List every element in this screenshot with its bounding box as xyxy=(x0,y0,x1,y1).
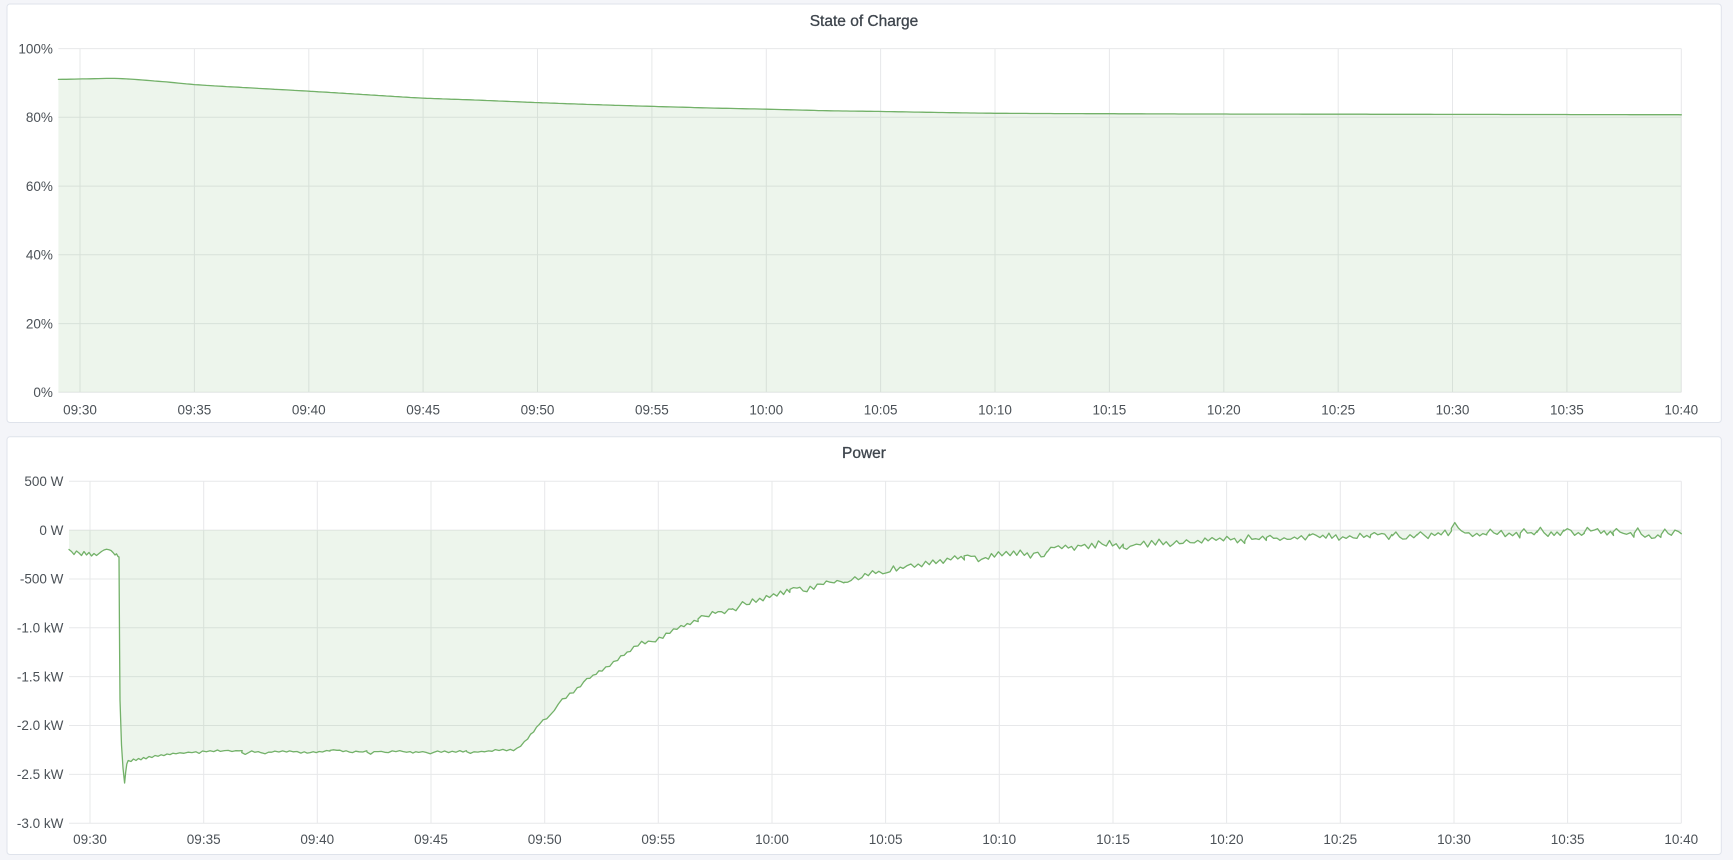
svg-text:09:45: 09:45 xyxy=(414,832,448,847)
svg-text:10:20: 10:20 xyxy=(1207,403,1241,418)
svg-text:40%: 40% xyxy=(26,248,53,263)
svg-text:0 W: 0 W xyxy=(39,523,63,538)
svg-text:09:55: 09:55 xyxy=(635,403,669,418)
svg-text:10:15: 10:15 xyxy=(1096,832,1130,847)
svg-text:10:40: 10:40 xyxy=(1664,403,1698,418)
svg-text:09:35: 09:35 xyxy=(178,403,212,418)
svg-text:10:00: 10:00 xyxy=(749,403,783,418)
svg-text:10:00: 10:00 xyxy=(755,832,789,847)
svg-text:State of Charge: State of Charge xyxy=(810,13,919,30)
svg-text:09:40: 09:40 xyxy=(292,403,326,418)
svg-text:-2.5 kW: -2.5 kW xyxy=(17,767,64,782)
svg-text:09:50: 09:50 xyxy=(521,403,555,418)
svg-text:10:30: 10:30 xyxy=(1436,403,1470,418)
svg-text:Power: Power xyxy=(842,445,886,462)
svg-text:60%: 60% xyxy=(26,179,53,194)
svg-text:-1.0 kW: -1.0 kW xyxy=(17,621,64,636)
svg-text:10:10: 10:10 xyxy=(982,832,1016,847)
svg-text:09:30: 09:30 xyxy=(73,832,107,847)
svg-text:10:40: 10:40 xyxy=(1664,832,1698,847)
svg-text:09:35: 09:35 xyxy=(187,832,221,847)
svg-text:-3.0 kW: -3.0 kW xyxy=(17,816,64,831)
svg-text:09:50: 09:50 xyxy=(528,832,562,847)
svg-text:09:40: 09:40 xyxy=(300,832,334,847)
svg-text:10:05: 10:05 xyxy=(864,403,898,418)
svg-text:09:55: 09:55 xyxy=(641,832,675,847)
svg-text:10:20: 10:20 xyxy=(1210,832,1244,847)
svg-text:100%: 100% xyxy=(18,41,53,56)
svg-text:10:30: 10:30 xyxy=(1437,832,1471,847)
svg-text:09:30: 09:30 xyxy=(63,403,97,418)
svg-text:10:35: 10:35 xyxy=(1551,832,1585,847)
svg-text:10:35: 10:35 xyxy=(1550,403,1584,418)
svg-text:-2.0 kW: -2.0 kW xyxy=(17,718,64,733)
svg-text:-1.5 kW: -1.5 kW xyxy=(17,669,64,684)
svg-text:20%: 20% xyxy=(26,316,53,331)
svg-text:0%: 0% xyxy=(33,385,53,400)
svg-text:10:10: 10:10 xyxy=(978,403,1012,418)
svg-text:10:25: 10:25 xyxy=(1323,832,1357,847)
svg-text:10:25: 10:25 xyxy=(1321,403,1355,418)
svg-text:-500 W: -500 W xyxy=(20,572,64,587)
svg-text:09:45: 09:45 xyxy=(406,403,440,418)
svg-text:10:05: 10:05 xyxy=(869,832,903,847)
svg-text:10:15: 10:15 xyxy=(1093,403,1127,418)
svg-text:80%: 80% xyxy=(26,110,53,125)
svg-text:500 W: 500 W xyxy=(24,474,63,489)
